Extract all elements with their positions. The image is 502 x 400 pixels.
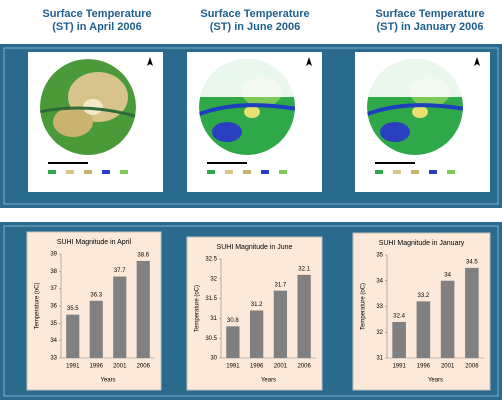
y-tick-label: 33 — [50, 356, 57, 362]
y-axis-label: Temperature (oC) — [35, 282, 41, 329]
data-label: 33.2 — [418, 293, 430, 299]
y-tick-label: 30.5 — [205, 336, 217, 342]
scale-bar — [375, 162, 415, 164]
map-zone — [380, 122, 410, 142]
bar — [137, 261, 150, 358]
legend-swatch — [66, 170, 74, 174]
bar — [465, 268, 479, 358]
data-label: 31.2 — [251, 302, 263, 308]
x-tick-label: 2001 — [441, 364, 455, 370]
legend-swatch — [447, 170, 455, 174]
legend-swatch — [429, 170, 437, 174]
x-tick-label: 1991 — [226, 364, 240, 370]
data-label: 30.8 — [227, 318, 239, 324]
bar — [441, 281, 455, 358]
legend-swatch — [279, 170, 287, 174]
y-tick-label: 34 — [50, 338, 57, 344]
bar — [90, 301, 103, 358]
x-tick-label: 1991 — [66, 364, 80, 370]
x-axis-label: Years — [428, 378, 443, 384]
data-label: 38.6 — [137, 253, 149, 259]
data-label: 31.7 — [275, 282, 287, 288]
legend-swatch — [102, 170, 110, 174]
bar — [417, 301, 431, 358]
bar — [392, 322, 406, 358]
y-tick-label: 32 — [376, 330, 383, 336]
scale-bar — [48, 162, 88, 164]
y-tick-label: 37 — [50, 286, 57, 292]
bar — [250, 310, 263, 358]
y-axis-label: Temperature (oC) — [195, 285, 201, 332]
bar — [113, 277, 126, 358]
data-label: 34 — [444, 272, 451, 278]
y-tick-label: 32.5 — [205, 257, 217, 263]
y-tick-label: 34 — [376, 278, 383, 284]
chart-title: SUHI Magnitude in January — [379, 240, 465, 247]
data-label: 32.1 — [298, 266, 310, 272]
data-label: 34.5 — [466, 259, 478, 265]
map-zone — [212, 122, 242, 142]
y-tick-label: 39 — [50, 252, 57, 258]
x-tick-label: 2006 — [137, 364, 151, 370]
map — [28, 52, 163, 192]
bar — [297, 275, 310, 358]
x-tick-label: 1996 — [250, 364, 264, 370]
x-tick-label: 2006 — [297, 364, 311, 370]
x-tick-label: 2001 — [113, 364, 127, 370]
legend-swatch — [225, 170, 233, 174]
legend-swatch — [207, 170, 215, 174]
data-label: 35.5 — [67, 306, 79, 312]
x-tick-label: 2001 — [274, 364, 288, 370]
y-tick-label: 30 — [210, 356, 217, 362]
map-zone — [244, 106, 260, 118]
chart-title: SUHI Magnitude in April — [57, 239, 132, 246]
y-tick-label: 35 — [50, 321, 57, 327]
y-tick-label: 33 — [376, 304, 383, 310]
y-tick-label: 31 — [376, 356, 383, 362]
x-tick-label: 1996 — [90, 364, 104, 370]
data-label: 36.3 — [90, 292, 102, 298]
x-tick-label: 1991 — [392, 364, 406, 370]
legend-swatch — [243, 170, 251, 174]
data-label: 37.7 — [114, 268, 126, 274]
y-tick-label: 36 — [50, 304, 57, 310]
map-title: Surface Temperature(ST) in April 2006 — [42, 8, 151, 33]
bar — [274, 291, 287, 358]
y-axis-label: Temperature (oC) — [361, 283, 367, 330]
y-tick-label: 31.5 — [205, 296, 217, 302]
data-label: 32.4 — [393, 314, 405, 320]
map-zone — [412, 106, 428, 118]
legend-swatch — [84, 170, 92, 174]
y-tick-label: 32 — [210, 276, 217, 282]
legend-swatch — [393, 170, 401, 174]
map — [355, 52, 490, 192]
legend-swatch — [48, 170, 56, 174]
legend-swatch — [120, 170, 128, 174]
x-axis-label: Years — [261, 378, 276, 384]
map-title: Surface Temperature(ST) in June 2006 — [200, 8, 309, 33]
y-tick-label: 31 — [210, 316, 217, 322]
slide: Surface Temperature(ST) in April 2006 Sur… — [0, 0, 502, 400]
bar — [226, 326, 239, 358]
scale-bar — [207, 162, 247, 164]
y-tick-label: 35 — [376, 253, 383, 259]
legend-swatch — [261, 170, 269, 174]
chart-title: SUHI Magnitude in June — [217, 244, 293, 251]
map — [187, 52, 322, 192]
bar — [66, 315, 79, 358]
x-axis-label: Years — [100, 378, 115, 384]
x-tick-label: 2006 — [465, 364, 479, 370]
legend-swatch — [375, 170, 383, 174]
map-title: Surface Temperature(ST) in January 2006 — [375, 8, 484, 33]
y-tick-label: 38 — [50, 269, 57, 275]
x-tick-label: 1996 — [417, 364, 431, 370]
legend-swatch — [411, 170, 419, 174]
